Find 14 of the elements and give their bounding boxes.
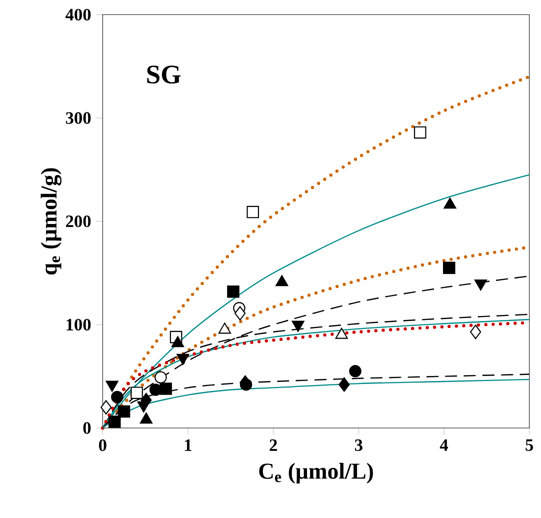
x-tick-label: 2	[270, 439, 277, 451]
x-tick-label: 3	[354, 439, 362, 452]
y-tick-label: 100	[66, 318, 91, 331]
text: SG	[147, 66, 181, 84]
y-tick-label: 400	[66, 8, 91, 21]
y-axis-title: q$_{e}$ (µmol/g)	[40, 168, 62, 275]
y-tick-label: 200	[66, 215, 91, 228]
x-tick-label: 4	[440, 439, 448, 451]
x-tick-label: 0	[99, 439, 106, 452]
x-tick-label: 1	[185, 439, 192, 451]
x-axis-title: C$_{e}$ (µmol/L)	[259, 462, 373, 484]
x-tick-label: 5	[526, 439, 534, 451]
y-tick-label: 300	[66, 112, 91, 124]
y-tick-label: 0	[83, 422, 91, 434]
